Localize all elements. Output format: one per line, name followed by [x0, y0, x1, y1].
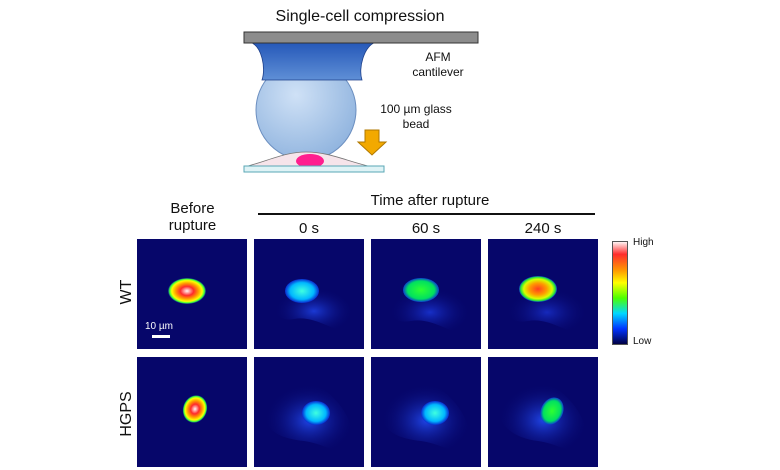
panel-wt-240s — [488, 239, 598, 349]
nucleus-spot — [519, 276, 557, 302]
panel-hgps-before — [137, 357, 247, 467]
row-label-wt: WT — [118, 279, 135, 305]
col-header-60s: 60 s — [411, 220, 441, 237]
panel-wt-before: 10 µm — [137, 239, 247, 349]
panel-hgps-60s — [371, 357, 481, 467]
scale-bar-label: 10 µm — [145, 321, 173, 332]
nucleus-spot — [285, 279, 319, 303]
col-header-0s: 0 s — [298, 220, 319, 237]
nucleus-spot — [302, 401, 330, 425]
time-header-underline — [258, 213, 595, 215]
nucleus-spot — [182, 395, 208, 423]
col-header-240s: 240 s — [524, 220, 562, 237]
compression-schematic — [243, 31, 479, 173]
nucleus-spot — [540, 397, 564, 425]
cantilever-body — [249, 41, 377, 81]
cantilever-label: AFM cantilever — [412, 50, 464, 79]
panel-hgps-0s — [254, 357, 364, 467]
nucleus-spot — [403, 278, 439, 302]
substrate — [243, 165, 385, 173]
cell-cytoplasm — [506, 287, 588, 337]
time-header: Time after rupture — [370, 192, 490, 209]
colorbar-high-label: High — [633, 237, 654, 248]
scale-bar — [152, 335, 170, 338]
nucleus-spot — [421, 401, 449, 425]
panel-wt-0s — [254, 239, 364, 349]
panel-hgps-240s — [488, 357, 598, 467]
cantilever-plate — [243, 31, 479, 44]
nucleus-spot — [168, 278, 206, 304]
cell-cytoplasm — [389, 287, 471, 337]
panel-wt-60s — [371, 239, 481, 349]
schematic-title: Single-cell compression — [275, 8, 445, 25]
compression-arrow-icon — [356, 129, 388, 156]
colorbar-low-label: Low — [633, 336, 652, 347]
row-label-hgps: HGPS — [118, 391, 135, 437]
before-rupture-header: Before rupture — [168, 200, 217, 234]
colorbar — [612, 241, 628, 345]
bead-label: 100 µm glass bead — [380, 102, 452, 131]
nucleus — [296, 154, 324, 168]
